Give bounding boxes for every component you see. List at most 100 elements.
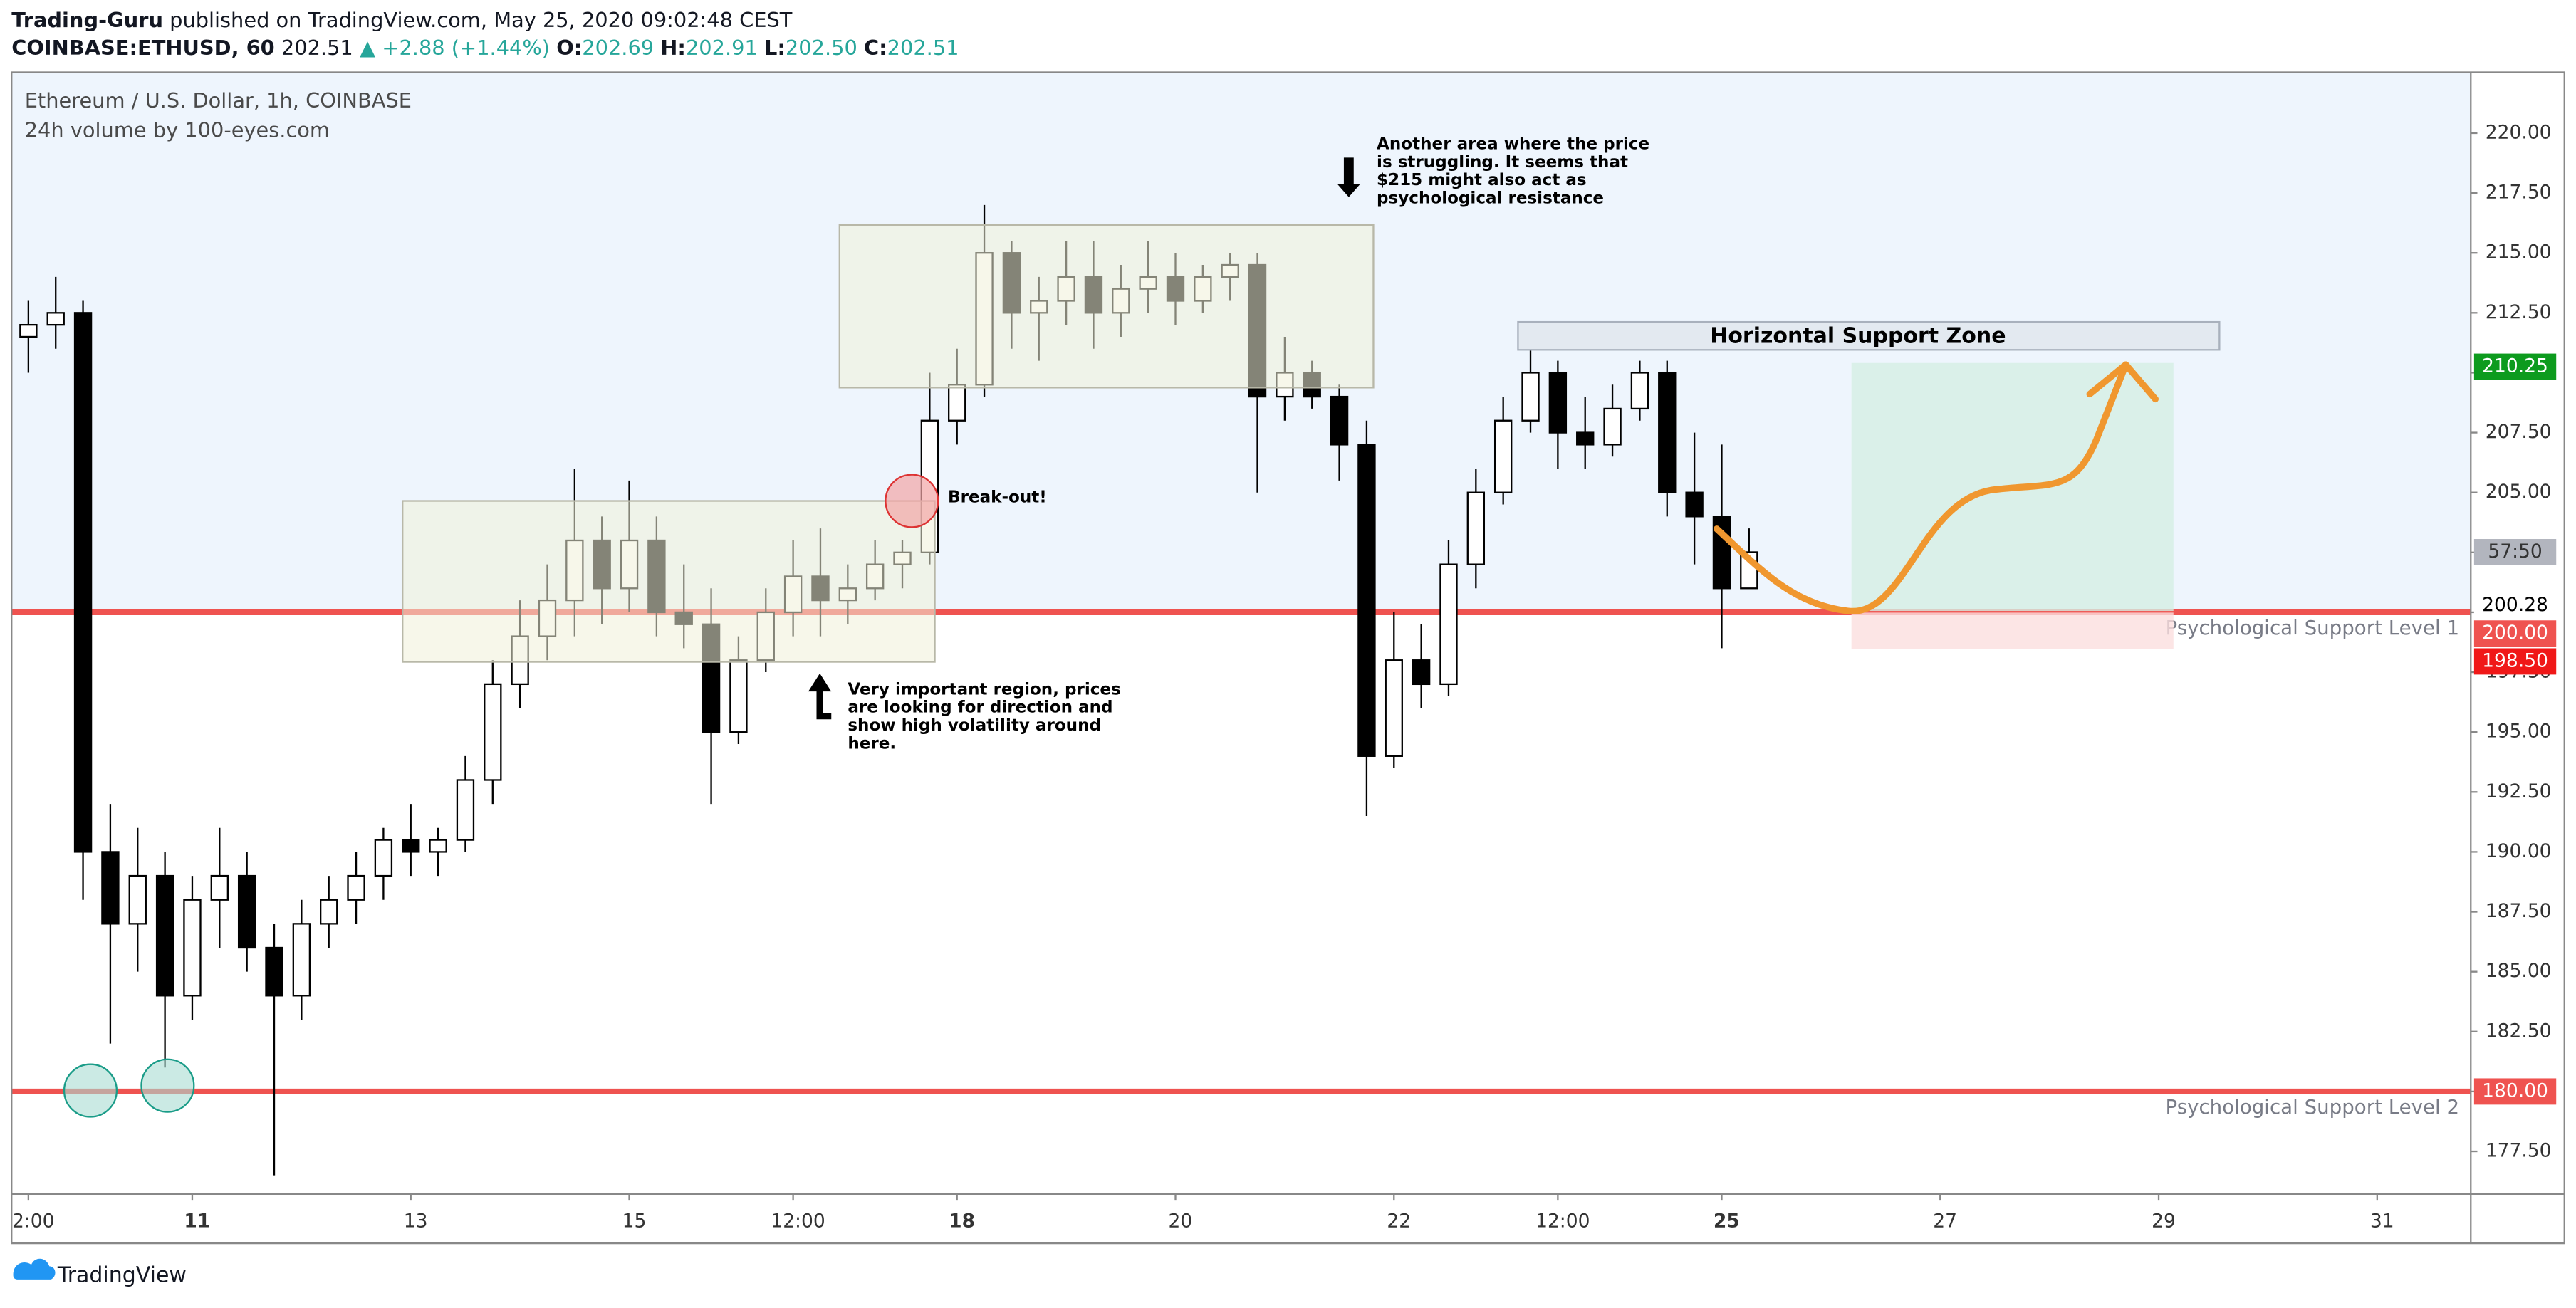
candle-body	[1576, 431, 1595, 446]
candle-body	[1357, 444, 1376, 757]
annotation-line: $215 might also act as	[1377, 171, 1587, 189]
candle-body	[1385, 659, 1403, 757]
x-tick-label: 31	[2370, 1210, 2394, 1233]
y-tick-label: 187.50	[2486, 900, 2552, 922]
up-arrow: ▲	[360, 36, 376, 60]
y-tick-label: 182.50	[2486, 1020, 2552, 1042]
candle-body	[1548, 372, 1568, 434]
symbol-line: COINBASE:ETHUSD, 60 202.51 ▲ +2.88 (+1.4…	[11, 36, 959, 60]
price-tag	[2473, 353, 2557, 380]
axes: 177.50 180.00 182.50 185.00 187.50 190.00 192.…	[11, 71, 2565, 1245]
candle-body	[210, 874, 229, 901]
change: +2.88 (+1.44%)	[382, 36, 550, 60]
countdown-tag	[2473, 539, 2557, 565]
projection-arrowhead	[2086, 361, 2159, 403]
published: published on TradingView.com, May 25, 20…	[170, 8, 793, 32]
level-label: Psychological Support Level 1	[2166, 616, 2460, 639]
candle-body	[73, 312, 93, 853]
support-zone	[1517, 320, 2221, 351]
candle-body	[1603, 407, 1622, 446]
y-tick-label: 192.50	[2486, 780, 2552, 802]
candle-body	[729, 659, 748, 733]
candle-body	[19, 323, 38, 338]
footer-brand: TradingView	[57, 1263, 187, 1288]
annotation-line: Break-out!	[948, 488, 1047, 506]
y-tick-label: 185.00	[2486, 960, 2552, 982]
y-tick-label: 212.50	[2486, 301, 2552, 323]
ohlc-label: H:	[660, 36, 686, 60]
x-tick-label: 27	[1933, 1210, 1957, 1233]
candle-body	[101, 851, 120, 925]
x-tick-label: 15	[622, 1210, 647, 1233]
y-tick-label: 190.00	[2486, 840, 2552, 862]
x-tick-label: 11	[184, 1210, 210, 1233]
candle-body	[402, 839, 420, 853]
candle-body	[265, 946, 283, 997]
candle-body	[1521, 372, 1540, 422]
annotation-line: psychological resistance	[1377, 189, 1604, 208]
candle-body	[237, 874, 256, 949]
drawings: Another area where the price is struggli…	[63, 135, 2221, 1118]
x-tick-label: 2:00	[12, 1210, 55, 1233]
stop-zone	[1851, 612, 2174, 649]
chart-subtitle: 24h volume by 100-eyes.com	[25, 118, 330, 142]
candle-body	[320, 899, 338, 925]
price-tag-label: 198.50	[2482, 649, 2548, 671]
y-tick-label: 207.50	[2486, 421, 2552, 443]
candle-body	[347, 874, 365, 901]
x-tick-label: 18	[949, 1210, 975, 1233]
x-tick-label: 29	[2152, 1210, 2176, 1233]
level-label: Psychological Support Level 2	[2166, 1095, 2460, 1119]
ohlc-value: 202.91	[686, 36, 758, 60]
candle-body	[1493, 419, 1513, 493]
candle-body	[155, 874, 174, 997]
ohlc-value: 202.50	[786, 36, 857, 60]
candle-body	[456, 779, 475, 841]
price-tag	[2473, 648, 2557, 675]
frame	[11, 71, 2565, 1245]
y-tick-label: 205.00	[2486, 481, 2552, 503]
candle-body	[374, 839, 393, 877]
price-tag-label: 210.25	[2482, 355, 2548, 377]
candle-body	[1330, 395, 1349, 446]
x-tick-label: 25	[1714, 1210, 1740, 1233]
bottom-circle	[140, 1058, 195, 1113]
arrow-up	[808, 673, 832, 720]
author: Trading-Guru	[11, 8, 163, 32]
price: 202.51	[281, 36, 353, 60]
y-tick-label: 220.00	[2486, 121, 2552, 143]
price-tag-label: 200.00	[2482, 622, 2548, 644]
candle-body	[128, 874, 147, 925]
ohlc-value: 202.69	[582, 36, 654, 60]
y-tick-label: 195.00	[2486, 721, 2552, 743]
candle-body	[1658, 372, 1677, 493]
y-tick-label: 217.50	[2486, 182, 2552, 204]
arrow-down	[1337, 157, 1360, 197]
logo	[13, 1258, 56, 1280]
annotation-line: Very important region, prices	[848, 680, 1120, 699]
candle-body	[183, 899, 202, 997]
candle-body	[292, 923, 311, 997]
candle-body	[1412, 659, 1431, 686]
annotation-line: are looking for direction and	[848, 699, 1112, 717]
annotation-line: is struggling. It seems that	[1377, 153, 1628, 172]
ohlc-label: C:	[864, 36, 887, 60]
candle-body	[1685, 491, 1704, 518]
price-tag-label: 180.00	[2482, 1079, 2548, 1102]
chart-title: Ethereum / U.S. Dollar, 1h, COINBASE	[25, 88, 412, 113]
x-tick-label: 13	[404, 1210, 428, 1233]
ohlc-value: 202.51	[887, 36, 959, 60]
zone-label: Horizontal Support Zone	[1710, 323, 2006, 348]
candle-body	[1466, 491, 1486, 565]
annotation-line: show high volatility around	[848, 716, 1101, 735]
ohlc-label: L:	[764, 36, 786, 60]
x-tick-label: 22	[1387, 1210, 1411, 1233]
header-line: Trading-Guru published on TradingView.co…	[11, 8, 793, 32]
x-tick-label: 12:00	[771, 1210, 825, 1233]
candle-body	[429, 839, 447, 853]
y-tick-label: 215.00	[2486, 241, 2552, 263]
candle-body	[1439, 563, 1458, 686]
candle-body	[46, 312, 65, 326]
price-tag	[2473, 620, 2557, 647]
